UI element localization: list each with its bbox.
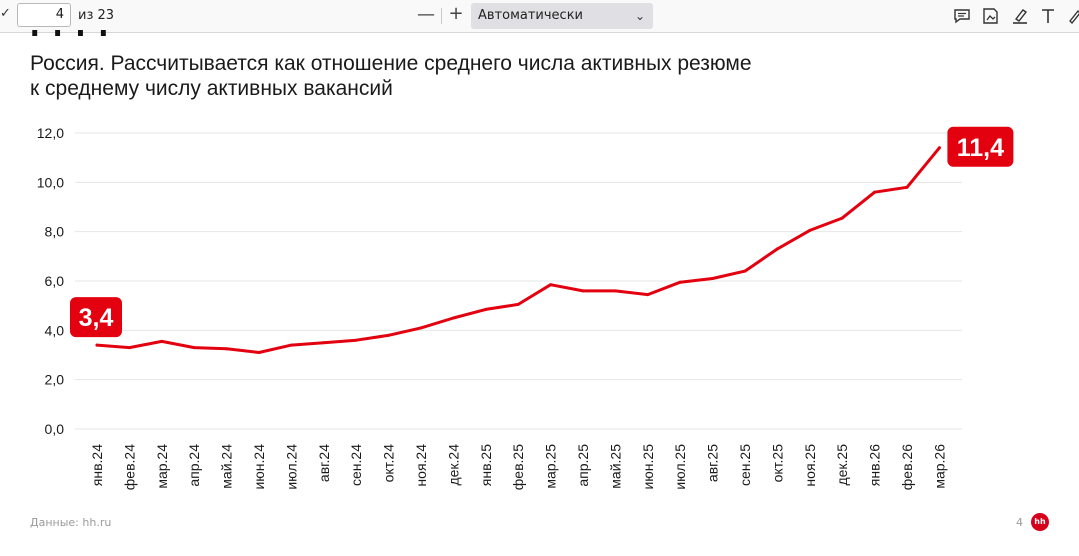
data-point [516, 302, 520, 306]
data-label: 3,4 [79, 304, 114, 332]
x-tick-label: сен.25 [737, 444, 753, 486]
data-point [581, 289, 585, 293]
comment-icon[interactable] [952, 6, 972, 26]
data-point [225, 347, 229, 351]
data-point [192, 346, 196, 350]
data-point [387, 333, 391, 337]
x-tick-label: окт.24 [381, 444, 397, 483]
page-number-input[interactable]: 4 [17, 3, 71, 27]
x-tick-label: янв.26 [867, 444, 883, 486]
series-line [95, 146, 941, 354]
x-tick-label: май.25 [607, 444, 623, 489]
y-tick-label: 2,0 [45, 372, 65, 388]
chevron-down-icon[interactable]: ✓ [0, 6, 11, 21]
data-point [160, 339, 164, 343]
x-tick-label: июл.24 [283, 444, 299, 490]
x-tick-label: фев.25 [510, 444, 526, 490]
x-tick-label: мар.26 [931, 444, 947, 489]
x-tick-label: апр.24 [186, 444, 202, 487]
x-tick-label: июл.25 [672, 444, 688, 490]
data-point [613, 289, 617, 293]
slide-title-fragment: I I I I [30, 30, 350, 38]
x-tick-label: дек.24 [445, 444, 461, 486]
x-tick-label: мар.24 [154, 444, 170, 489]
slide-page-number: 4 [1016, 516, 1023, 529]
data-label-badge [70, 297, 122, 338]
hh-logo: hh [1031, 513, 1049, 531]
data-point [873, 190, 877, 194]
data-point [808, 228, 812, 232]
subtitle-line-1: Россия. Рассчитывается как отношение сре… [30, 52, 752, 75]
x-tick-label: ноя.25 [802, 444, 818, 487]
data-point [905, 185, 909, 189]
x-tick-label: янв.24 [89, 444, 105, 486]
x-tick-label: дек.25 [834, 444, 850, 486]
data-source-label: Данные: hh.ru [30, 516, 112, 529]
y-tick-label: 10,0 [37, 174, 64, 190]
data-point [678, 280, 682, 284]
x-tick-label: апр.25 [575, 444, 591, 487]
y-tick-label: 8,0 [45, 224, 65, 240]
x-tick-label: окт.25 [769, 444, 785, 483]
x-tick-label: май.24 [219, 444, 235, 489]
x-tick-label: июн.24 [251, 444, 267, 490]
x-tick-label: авг.25 [705, 444, 721, 482]
data-point [775, 247, 779, 251]
y-tick-label: 4,0 [45, 322, 65, 338]
data-point [743, 269, 747, 273]
insert-image-icon[interactable] [981, 6, 1001, 26]
zoom-select[interactable]: Автоматически ⌄ [471, 3, 653, 29]
data-point [419, 326, 423, 330]
x-tick-label: янв.25 [478, 444, 494, 486]
chart-subtitle: Россия. Рассчитывается как отношение сре… [30, 51, 930, 101]
data-label: 11,4 [957, 134, 1004, 162]
x-tick-label: ноя.24 [413, 444, 429, 487]
data-point [711, 277, 715, 281]
page-count-label: из 23 [78, 8, 115, 23]
x-tick-label: фев.24 [121, 444, 137, 490]
data-point [484, 307, 488, 311]
data-point [95, 343, 99, 347]
data-point [354, 338, 358, 342]
x-tick-label: сен.24 [348, 444, 364, 486]
text-tool-icon[interactable] [1038, 6, 1058, 26]
toolbar-separator [441, 8, 442, 24]
y-tick-label: 12,0 [37, 125, 64, 141]
x-tick-label: июн.25 [640, 444, 656, 490]
x-tick-label: мар.25 [543, 444, 559, 489]
subtitle-line-2: к среднему числу активных вакансий [30, 77, 393, 100]
pdf-toolbar: ✓ 4 из 23 — + Автоматически ⌄ [0, 0, 1079, 33]
data-label-badge [947, 126, 1014, 167]
draw-icon[interactable] [1066, 6, 1079, 26]
data-point [127, 346, 131, 350]
x-tick-label: фев.26 [899, 444, 915, 490]
zoom-in-button[interactable]: + [448, 3, 464, 24]
y-tick-label: 6,0 [45, 273, 65, 289]
highlight-icon[interactable] [1010, 6, 1030, 26]
zoom-select-value: Автоматически [478, 8, 584, 23]
data-point [322, 341, 326, 345]
data-point [840, 216, 844, 220]
data-point [257, 351, 261, 355]
data-point [549, 283, 553, 287]
data-point [289, 343, 293, 347]
data-point [646, 293, 650, 297]
zoom-out-button[interactable]: — [417, 4, 435, 25]
data-point [937, 146, 941, 150]
chevron-down-icon: ⌄ [634, 9, 645, 23]
data-point [451, 316, 455, 320]
y-tick-label: 0,0 [45, 421, 65, 437]
x-tick-label: авг.24 [316, 444, 332, 482]
